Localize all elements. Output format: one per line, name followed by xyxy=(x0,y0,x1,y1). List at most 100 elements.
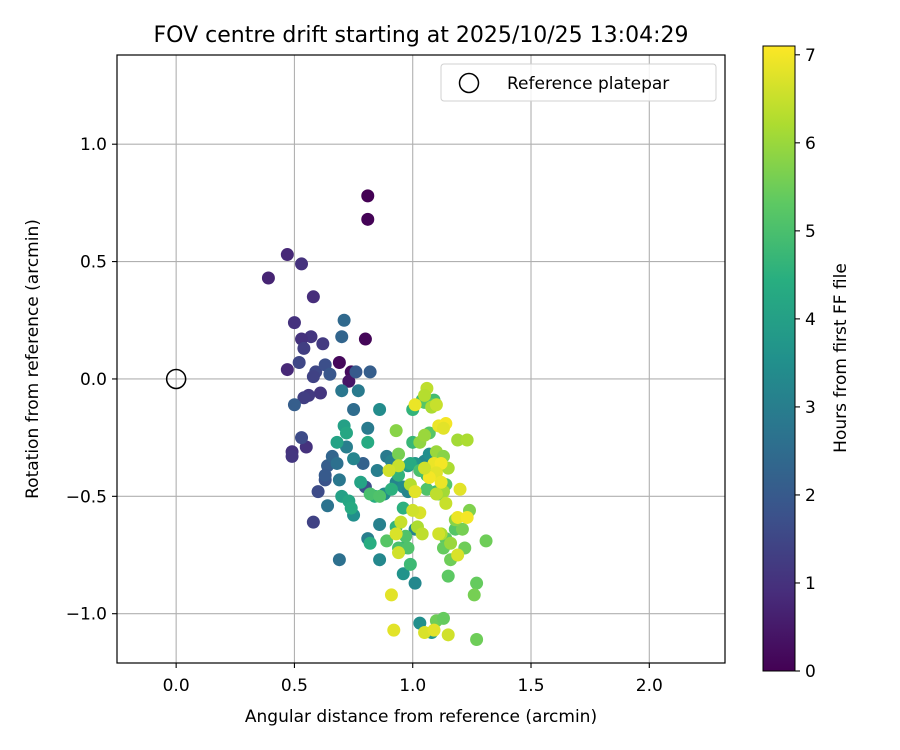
scatter-point xyxy=(332,356,346,370)
scatter-point xyxy=(363,536,377,550)
scatter-point xyxy=(389,424,403,438)
colorbar-tick-label: 5 xyxy=(805,222,816,242)
scatter-point xyxy=(335,330,349,344)
scatter-point xyxy=(295,431,309,445)
scatter-point xyxy=(467,588,481,602)
colorbar-tick-label: 0 xyxy=(805,662,816,682)
scatter-point xyxy=(418,388,432,402)
scatter-point xyxy=(396,567,410,581)
scatter-point xyxy=(418,461,432,475)
scatter-point xyxy=(297,341,311,355)
scatter-point xyxy=(335,384,349,398)
scatter-point xyxy=(470,633,484,647)
scatter-point xyxy=(403,557,417,571)
scatter-point xyxy=(434,475,448,489)
y-tick-label: −0.5 xyxy=(66,487,107,507)
scatter-point xyxy=(451,433,465,447)
scatter-point xyxy=(408,485,422,499)
scatter-point xyxy=(347,452,361,466)
scatter-point xyxy=(330,456,344,470)
scatter-point xyxy=(306,290,320,304)
scatter-point xyxy=(408,576,422,590)
scatter-point xyxy=(311,485,325,499)
scatter-point xyxy=(429,487,443,501)
reference-point-layer xyxy=(165,368,187,390)
scatter-point xyxy=(347,402,361,416)
scatter-point xyxy=(455,522,469,536)
x-axis-label: Angular distance from reference (arcmin) xyxy=(245,707,597,727)
scatter-point xyxy=(306,515,320,529)
scatter-point xyxy=(306,370,320,384)
scatter-point xyxy=(441,569,455,583)
x-tick-label: 1.0 xyxy=(399,676,426,696)
scatter-point xyxy=(429,398,443,412)
scatter-point xyxy=(392,447,406,461)
scatter-point xyxy=(330,435,344,449)
colorbar xyxy=(762,45,796,672)
grid-lines xyxy=(117,55,725,663)
scatter-point xyxy=(373,489,387,503)
scatter-point xyxy=(394,515,408,529)
scatter-point xyxy=(444,536,458,550)
legend-marker xyxy=(458,72,480,94)
scatter-point xyxy=(415,527,429,541)
scatter-point xyxy=(460,510,474,524)
x-axis-ticks: 0.0 0.5 1.0 1.5 2.0 xyxy=(163,663,663,696)
scatter-point xyxy=(453,482,467,496)
scatter-point xyxy=(382,464,396,478)
scatter-point xyxy=(384,588,398,602)
scatter-point xyxy=(460,433,474,447)
scatter-point xyxy=(380,534,394,548)
legend: Reference platepar xyxy=(440,63,717,102)
scatter-point xyxy=(295,257,309,271)
scatter-point xyxy=(370,464,384,478)
y-axis-ticks: −1.0 −0.5 0.0 0.5 1.0 xyxy=(66,135,117,625)
x-tick-label: 0.5 xyxy=(281,676,308,696)
scatter-point xyxy=(344,501,358,515)
scatter-point xyxy=(418,428,432,442)
scatter-point xyxy=(470,576,484,590)
y-tick-label: −1.0 xyxy=(66,605,107,625)
colorbar-tick-label: 7 xyxy=(805,46,816,66)
scatter-point xyxy=(373,553,387,567)
scatter-point xyxy=(441,628,455,642)
colorbar-tick-label: 3 xyxy=(805,398,816,418)
scatter-point xyxy=(349,365,363,379)
x-tick-label: 1.5 xyxy=(517,676,544,696)
scatter-point xyxy=(321,499,335,513)
scatter-point xyxy=(261,271,275,285)
scatter-point xyxy=(292,356,306,370)
scatter-point xyxy=(432,527,446,541)
reference-platepar-marker xyxy=(165,368,187,390)
scatter-point xyxy=(358,332,372,346)
colorbar-tick-label: 2 xyxy=(805,486,816,506)
scatter-point xyxy=(354,475,368,489)
scatter-point xyxy=(337,313,351,327)
scatter-point xyxy=(479,534,493,548)
scatter-point xyxy=(389,527,403,541)
colorbar-tick-label: 4 xyxy=(805,310,816,330)
scatter-point xyxy=(436,421,450,435)
scatter-point xyxy=(323,367,337,381)
scatter-point xyxy=(363,365,377,379)
colorbar-tick-label: 1 xyxy=(805,574,816,594)
scatter-point xyxy=(373,402,387,416)
scatter-point xyxy=(406,503,420,517)
chart-title: FOV centre drift starting at 2025/10/25 … xyxy=(154,23,689,48)
x-tick-label: 0.0 xyxy=(163,676,190,696)
scatter-point xyxy=(316,337,330,351)
scatter-point xyxy=(332,473,346,487)
scatter-points xyxy=(261,189,493,647)
scatter-point xyxy=(313,386,327,400)
scatter-point xyxy=(342,374,356,388)
legend-box xyxy=(440,63,717,102)
scatter-point xyxy=(361,421,375,435)
scatter-point xyxy=(384,482,398,496)
colorbar-ticks: 0 1 2 3 4 5 6 7 xyxy=(795,46,816,682)
scatter-point xyxy=(373,517,387,531)
scatter-point xyxy=(361,189,375,203)
y-tick-label: 1.0 xyxy=(80,135,107,155)
scatter-point xyxy=(436,611,450,625)
scatter-point xyxy=(361,435,375,449)
